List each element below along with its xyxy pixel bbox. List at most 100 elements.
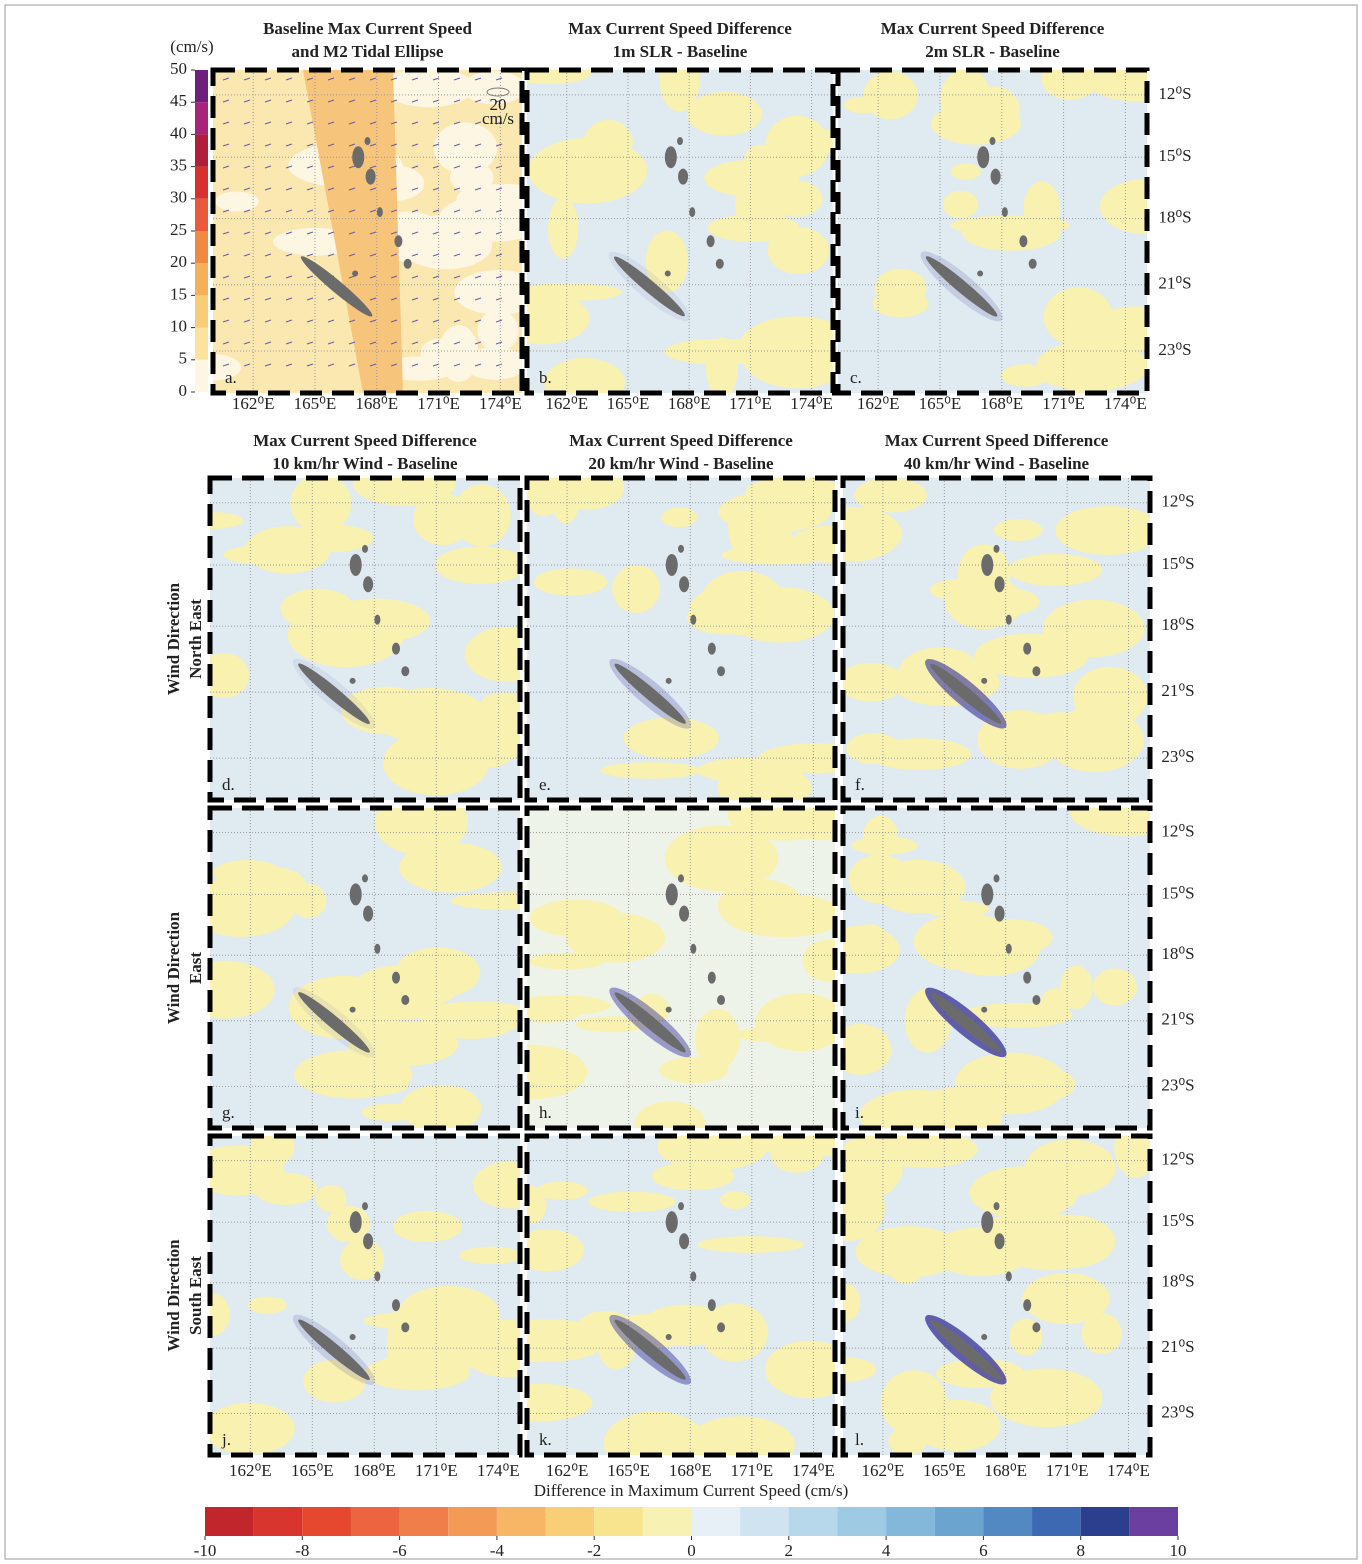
blob [1085, 70, 1147, 102]
x-tick-label: 162⁰E [229, 1461, 272, 1480]
tide-vector [453, 165, 461, 169]
map-content [210, 1136, 520, 1455]
colorbar-swatch [195, 102, 208, 135]
island [993, 544, 1000, 553]
blob [954, 1052, 1068, 1115]
colorbar-swatch [195, 166, 208, 199]
x-tick-label: 162⁰E [232, 394, 275, 413]
island [679, 576, 690, 593]
tide-vector [369, 319, 377, 323]
blob [727, 808, 835, 841]
blob [418, 1001, 520, 1033]
tide-vector [348, 341, 356, 345]
tide-vector [495, 143, 503, 147]
colorbar-swatch [1080, 1507, 1130, 1536]
tide-vector [327, 363, 335, 367]
panel-frame [840, 1133, 1153, 1458]
scale-unit: cm/s [482, 109, 514, 128]
tide-vector [264, 275, 272, 279]
tide-vector [285, 77, 293, 81]
colorbar-tick-label: -8 [295, 1541, 309, 1560]
tide-vector [264, 121, 272, 125]
island [362, 1202, 368, 1211]
map-content [843, 808, 1150, 1128]
x-tick-label: 168⁰E [980, 394, 1023, 413]
blob [664, 338, 777, 365]
tide-vector [348, 165, 356, 169]
blob [843, 662, 905, 702]
blob [756, 506, 793, 560]
blob [290, 478, 352, 534]
blob [477, 309, 519, 352]
panel-label: g. [222, 1103, 235, 1122]
x-tick-label: 168⁰E [984, 1461, 1027, 1480]
island [1032, 995, 1041, 1005]
tide-vector [474, 363, 482, 367]
blob [1025, 1139, 1116, 1196]
tide-vector [369, 77, 377, 81]
tide-vector [495, 297, 503, 301]
tide-vector [327, 319, 335, 323]
blob [464, 626, 520, 682]
blob [527, 70, 594, 85]
tide-vector [474, 253, 482, 257]
tide-vector [432, 275, 440, 279]
map-content [213, 70, 522, 393]
blob [215, 191, 259, 212]
blob [764, 1340, 835, 1399]
blob [527, 292, 590, 345]
tide-vector [348, 319, 356, 323]
tide-vector [243, 143, 251, 147]
x-tick-label: 171⁰E [417, 394, 460, 413]
tide-vector [369, 209, 377, 213]
tide-vector [222, 319, 230, 323]
island [349, 677, 356, 684]
blob [210, 1402, 295, 1455]
island [349, 1006, 356, 1013]
island [349, 1333, 356, 1340]
tide-vector [306, 209, 314, 213]
row-label: East [186, 952, 205, 984]
blob [385, 703, 470, 725]
tide-vector [348, 99, 356, 103]
island [665, 677, 672, 684]
tide-vector [495, 187, 503, 191]
tide-vector [495, 121, 503, 125]
tide-vector [390, 165, 398, 169]
x-tick-label: 165⁰E [919, 394, 962, 413]
colorbar-tick-label: 2 [785, 1541, 794, 1560]
tide-vector [369, 341, 377, 345]
tide-vector [453, 341, 461, 345]
y-tick-label: 15⁰S [1161, 554, 1194, 573]
blob [219, 1145, 252, 1191]
island [364, 137, 371, 146]
tide-vector [453, 297, 461, 301]
blob [913, 913, 1016, 971]
panel-label: c. [850, 368, 862, 387]
tide-vector [243, 121, 251, 125]
island [298, 663, 370, 724]
island [614, 663, 686, 724]
colorbar-swatch [195, 359, 208, 392]
island [363, 576, 374, 593]
blob [942, 190, 979, 219]
blob [550, 478, 581, 524]
island [678, 1202, 684, 1211]
colorbar-swatch [195, 70, 208, 103]
panel-frame [207, 1133, 523, 1458]
tide-vector [306, 341, 314, 345]
tide-vector [327, 165, 335, 169]
tide-vector [432, 231, 440, 235]
tide-vector [264, 341, 272, 345]
blob [315, 1184, 347, 1212]
y-tick-label: 21⁰S [1158, 274, 1191, 293]
blob [438, 324, 479, 382]
blob [874, 1136, 978, 1168]
colorbar-tick-label: -2 [587, 1541, 601, 1560]
tide-vector [327, 187, 335, 191]
panel-label: j. [221, 1430, 231, 1449]
y-tick-label: 21⁰S [1161, 1010, 1194, 1029]
blob [210, 887, 280, 925]
blob [382, 70, 475, 108]
map-content [527, 1136, 835, 1455]
